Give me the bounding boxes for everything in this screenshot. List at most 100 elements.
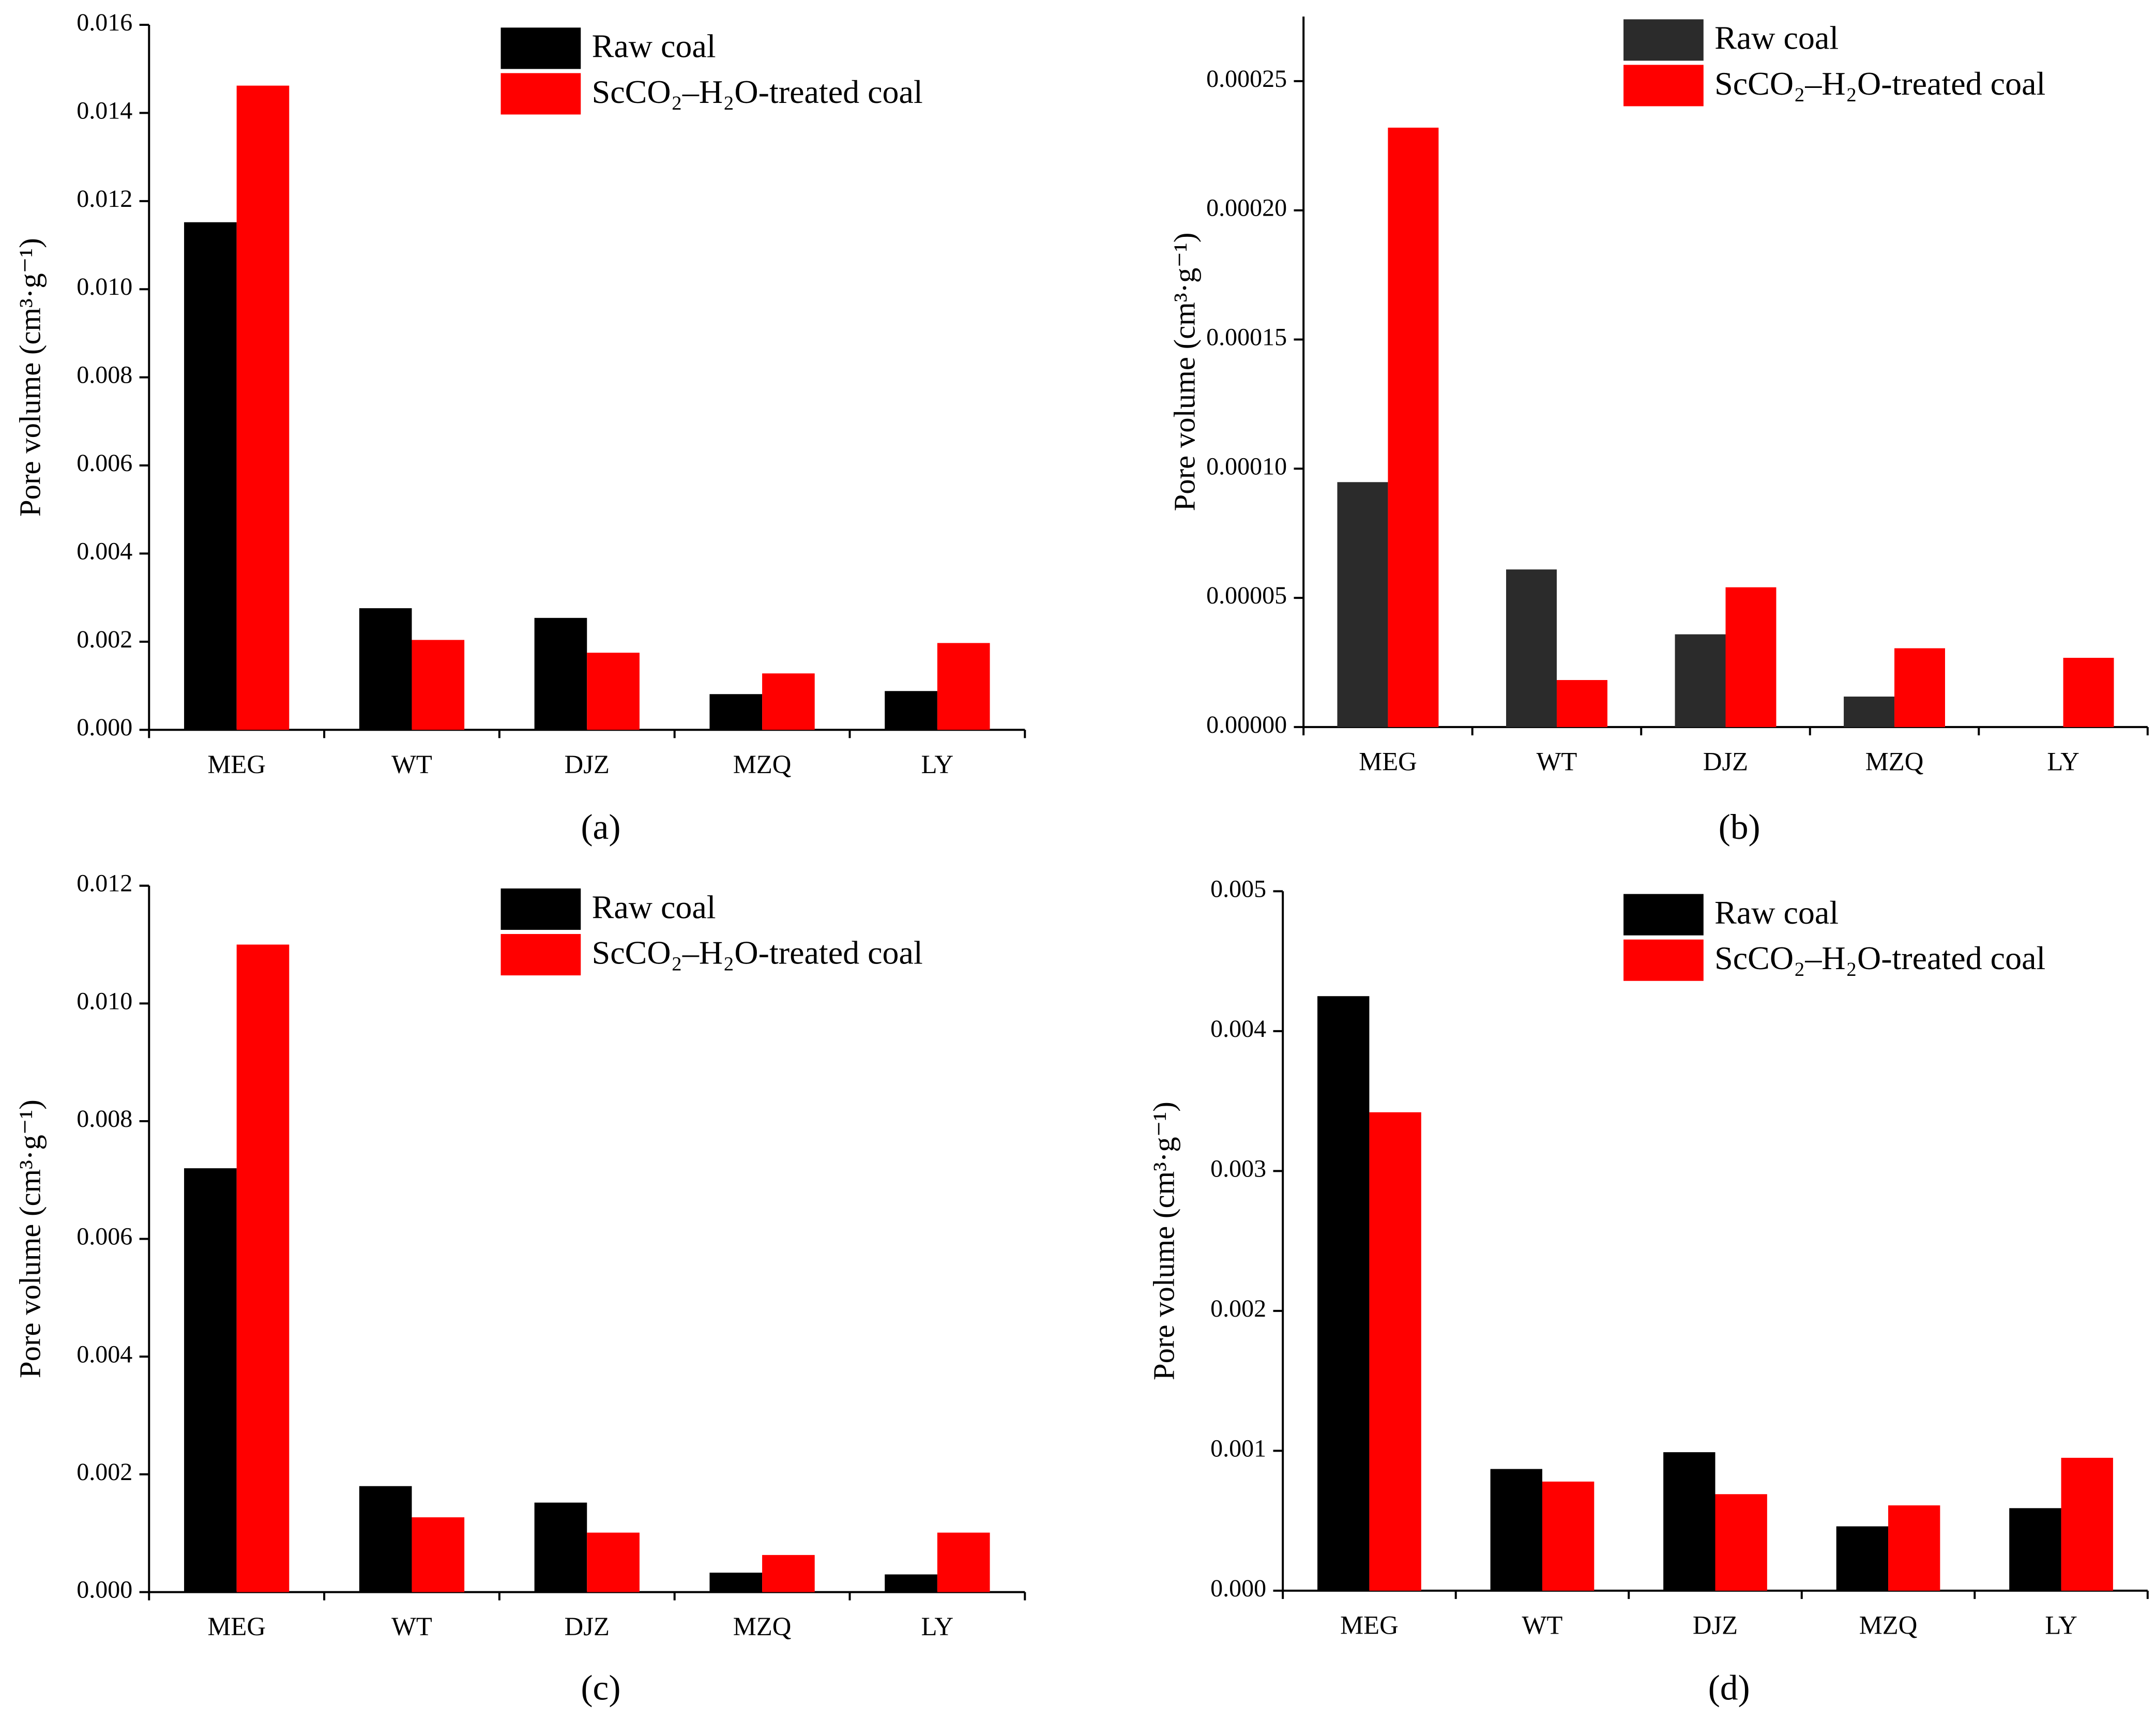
bar	[1317, 996, 1370, 1591]
x-tick-label: MZQ	[733, 1612, 792, 1641]
legend-swatch	[500, 73, 581, 115]
x-tick-label: WT	[391, 1612, 432, 1641]
legend-label: ScCO₂–H₂O-treated coal	[1714, 65, 2045, 102]
bar	[709, 694, 763, 730]
bar	[2063, 658, 2114, 727]
x-tick-label: WT	[1537, 747, 1577, 776]
x-tick-label: MEG	[1340, 1611, 1399, 1640]
y-axis-label: Pore volume (cm³·g⁻¹)	[1147, 1102, 1181, 1380]
y-tick-label: 0.00015	[1206, 324, 1287, 351]
legend-swatch	[500, 27, 581, 69]
panel-label: (a)	[581, 807, 620, 847]
bar	[412, 640, 465, 730]
y-axis-label: Pore volume (cm³·g⁻¹)	[1168, 233, 1202, 511]
x-tick-label: MZQ	[733, 750, 792, 779]
y-tick-label: 0.000	[1210, 1575, 1266, 1602]
bar	[1506, 569, 1557, 727]
legend-swatch	[500, 888, 581, 930]
bar	[184, 222, 237, 730]
legend-swatch	[1623, 19, 1704, 61]
x-tick-label: MEG	[1359, 747, 1417, 776]
bar	[587, 653, 640, 730]
x-tick-label: DJZ	[565, 750, 610, 779]
bar	[885, 1574, 937, 1592]
legend-swatch	[1623, 939, 1704, 981]
panel-label: (c)	[581, 1668, 620, 1708]
panel-label: (b)	[1719, 807, 1760, 847]
y-tick-label: 0.00000	[1206, 711, 1287, 738]
x-tick-label: LY	[2045, 1611, 2077, 1640]
legend-label: ScCO₂–H₂O-treated coal	[592, 73, 923, 110]
x-tick-label: DJZ	[1693, 1611, 1738, 1640]
y-tick-label: 0.012	[77, 870, 132, 897]
y-tick-label: 0.002	[77, 1458, 132, 1486]
bar	[236, 944, 290, 1592]
y-tick-label: 0.008	[77, 361, 132, 389]
x-tick-label: WT	[391, 750, 432, 779]
x-tick-label: WT	[1522, 1611, 1563, 1640]
bar	[359, 1486, 412, 1592]
bar	[2009, 1508, 2061, 1591]
bar	[885, 691, 937, 730]
y-tick-label: 0.002	[77, 626, 132, 653]
bar	[1844, 696, 1895, 727]
y-tick-label: 0.002	[1210, 1295, 1266, 1322]
y-tick-label: 0.004	[77, 1340, 132, 1368]
bar	[1675, 634, 1726, 727]
legend-label: Raw coal	[1714, 894, 1839, 931]
bar	[412, 1517, 465, 1592]
bar	[1337, 482, 1388, 727]
y-tick-label: 0.004	[77, 537, 132, 565]
y-tick-label: 0.005	[1210, 875, 1266, 902]
x-tick-label: LY	[921, 1612, 953, 1641]
bar	[534, 617, 587, 730]
x-tick-label: LY	[2047, 747, 2079, 776]
bar	[937, 643, 990, 730]
bar	[1542, 1481, 1595, 1591]
y-tick-label: 0.006	[77, 449, 132, 477]
y-tick-label: 0.006	[77, 1223, 132, 1250]
x-tick-label: MEG	[207, 1612, 266, 1641]
bar	[1725, 587, 1777, 727]
y-tick-label: 0.00020	[1206, 194, 1287, 222]
bar	[534, 1502, 587, 1592]
x-tick-label: MZQ	[1859, 1611, 1918, 1640]
y-tick-label: 0.012	[77, 185, 132, 213]
y-tick-label: 0.010	[77, 273, 132, 300]
legend-label: Raw coal	[1714, 20, 1839, 56]
x-tick-label: MEG	[207, 750, 266, 779]
bar	[762, 673, 815, 730]
y-tick-label: 0.00025	[1206, 65, 1287, 93]
y-tick-label: 0.004	[1210, 1015, 1266, 1043]
bar	[1369, 1112, 1421, 1591]
y-tick-label: 0.00005	[1206, 582, 1287, 609]
y-tick-label: 0.000	[77, 1576, 132, 1604]
y-tick-label: 0.001	[1210, 1435, 1266, 1462]
bar	[762, 1555, 815, 1592]
legend-label: ScCO₂–H₂O-treated coal	[1714, 940, 2045, 976]
x-tick-label: MZQ	[1865, 747, 1924, 776]
x-tick-label: DJZ	[1703, 747, 1748, 776]
bar	[359, 608, 412, 730]
y-tick-label: 0.00010	[1206, 453, 1287, 480]
legend-label: Raw coal	[592, 28, 716, 65]
bar	[1388, 127, 1439, 727]
legend-label: ScCO₂–H₂O-treated coal	[592, 934, 923, 971]
legend-swatch	[500, 934, 581, 976]
bar	[184, 1168, 237, 1592]
x-tick-label: LY	[921, 750, 953, 779]
bar	[1836, 1526, 1889, 1591]
y-tick-label: 0.010	[77, 987, 132, 1015]
panel-label: (d)	[1708, 1668, 1750, 1708]
y-tick-label: 0.008	[77, 1105, 132, 1133]
bar	[236, 85, 290, 730]
bar	[1490, 1469, 1542, 1591]
bar	[2061, 1457, 2113, 1591]
bar	[1556, 680, 1607, 727]
legend-swatch	[1623, 65, 1704, 107]
legend-label: Raw coal	[592, 888, 716, 925]
bar	[937, 1532, 990, 1592]
bar	[1888, 1505, 1940, 1591]
x-tick-label: DJZ	[565, 1612, 610, 1641]
